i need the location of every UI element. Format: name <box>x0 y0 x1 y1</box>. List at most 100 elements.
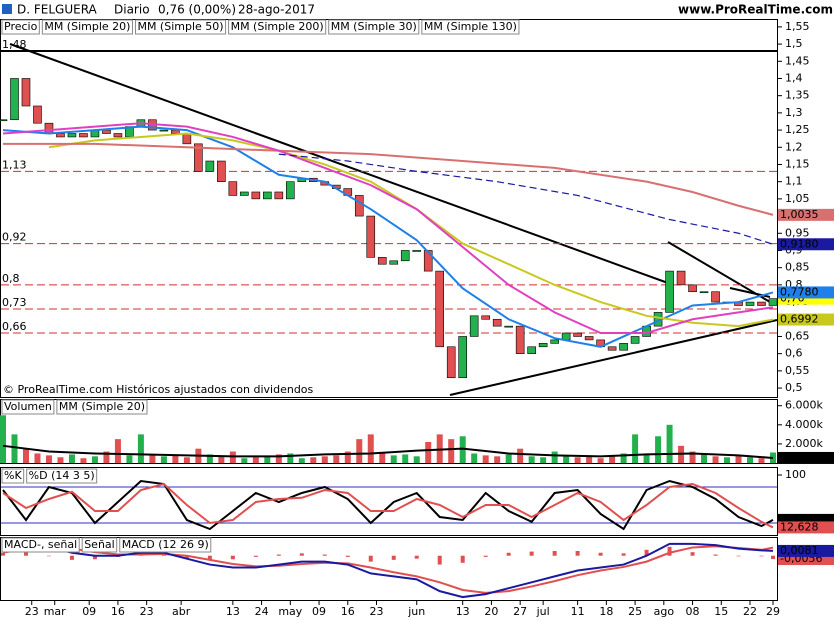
volume-bar <box>482 455 489 463</box>
legend-item: Volumen <box>1 399 55 415</box>
volume-bar <box>735 455 742 463</box>
legend-item: MACD (12 26 9) <box>119 537 212 553</box>
volume-bar <box>57 457 64 463</box>
legend-label: Precio <box>4 20 38 33</box>
x-tick-label: ago <box>654 605 675 618</box>
candle <box>481 315 490 320</box>
legend-item: MM (Simple 130) <box>421 19 520 35</box>
candle <box>102 129 111 134</box>
level-label: 0,73 <box>2 296 27 309</box>
histogram-bar <box>483 555 488 557</box>
candle <box>607 346 617 351</box>
candle <box>251 191 261 200</box>
legend-box <box>41 19 133 35</box>
volume-bar <box>413 456 420 463</box>
volume-bar <box>183 457 190 463</box>
volume-bar <box>275 454 282 463</box>
candle <box>33 105 42 124</box>
candle <box>56 133 65 138</box>
y-tick-label: 1,2 <box>785 140 803 153</box>
legend-item: MM (Simple 30) <box>328 19 420 35</box>
volume-bar <box>333 455 340 463</box>
y-tick-label: 0,55 <box>785 364 810 377</box>
legend-label: MM (Simple 30) <box>331 20 417 33</box>
candle <box>182 133 192 145</box>
volume-bar <box>356 439 363 463</box>
volume-bar <box>551 451 558 463</box>
volume-bar <box>505 454 512 463</box>
y-tick-label: 2.000k <box>785 437 823 450</box>
candle <box>286 181 295 200</box>
x-tick-label: 20 <box>484 605 498 618</box>
candle <box>665 270 674 313</box>
candle <box>458 336 468 379</box>
candle <box>435 270 445 348</box>
x-tick-label: 23 <box>370 605 384 618</box>
histogram-bar <box>69 555 74 560</box>
volume-bar <box>666 424 673 463</box>
histogram-bar <box>276 554 281 556</box>
histogram-bar <box>23 550 28 556</box>
value-box-label: 527.970 <box>780 451 826 464</box>
x-tick-label: 09 <box>82 605 96 618</box>
histogram-bar <box>460 555 465 563</box>
histogram-bar <box>621 553 626 556</box>
histogram-bar <box>184 555 189 559</box>
candle <box>354 195 364 217</box>
value-box <box>778 286 834 299</box>
y-tick-label: 1,55 <box>785 20 810 33</box>
x-tick-label: 27 <box>513 605 527 618</box>
macd-frame <box>0 537 778 601</box>
legend-label: Volumen <box>4 400 52 413</box>
candle <box>10 78 19 121</box>
volume-bar <box>367 434 374 463</box>
volume-bar <box>0 415 6 463</box>
candle <box>217 160 226 182</box>
legend-box <box>81 537 118 553</box>
last-price: 0,76 (0,00%) <box>158 3 236 17</box>
legend-box <box>328 19 420 35</box>
volume-bar <box>402 454 409 463</box>
value-box <box>778 544 834 557</box>
candle <box>550 339 559 344</box>
histogram-bar <box>46 555 51 557</box>
candle <box>469 315 479 337</box>
volume-bar <box>632 434 639 463</box>
x-tick-label: 23 <box>25 605 39 618</box>
indicator-line <box>2 122 774 335</box>
legend-label: MACD (12 26 9) <box>122 538 209 551</box>
volume-bar <box>11 434 18 463</box>
volume-bar <box>264 456 271 463</box>
app-icon <box>2 4 12 14</box>
candle <box>504 325 513 328</box>
candle <box>757 301 766 306</box>
volume-bar <box>528 456 535 463</box>
x-tick-label: 16 <box>341 605 355 618</box>
candle <box>630 336 640 344</box>
y-tick-label: 1,3 <box>785 106 803 119</box>
legend-item: MM (Simple 20) <box>41 19 133 35</box>
candle <box>423 250 433 272</box>
volume-bar <box>597 458 604 463</box>
value-box <box>778 451 834 464</box>
volume-bar <box>34 453 41 463</box>
legend-item: MM (Simple 50) <box>134 19 227 35</box>
histogram-bar <box>161 554 166 556</box>
histogram-bar <box>253 555 258 557</box>
legend-box <box>1 19 40 35</box>
volume-bar <box>540 457 547 463</box>
y-tick-label: 1,05 <box>785 192 810 205</box>
y-tick-label: 4.000k <box>785 418 823 431</box>
candle <box>159 129 169 132</box>
volume-bar <box>344 451 351 463</box>
volume-bar <box>471 453 478 463</box>
y-tick-label: 0,95 <box>785 226 810 239</box>
volume-bar <box>114 439 121 463</box>
y-tick-label: 1,45 <box>785 54 810 67</box>
volume-bar <box>321 456 328 463</box>
y-tick-label: 1,5 <box>785 37 803 50</box>
volume-bar <box>494 456 501 463</box>
x-tick-label: 08 <box>686 605 700 618</box>
volume-bar <box>126 455 133 463</box>
